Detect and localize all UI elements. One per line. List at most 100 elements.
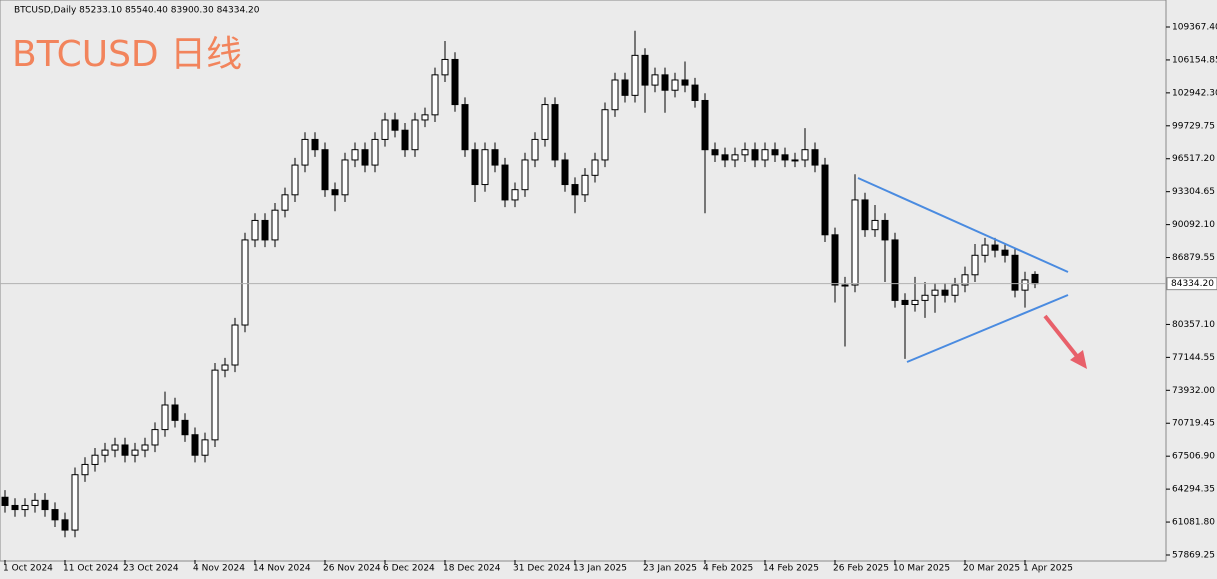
chart-title: BTCUSD 日线 xyxy=(12,34,242,75)
trend-line xyxy=(857,177,1069,273)
candle-body xyxy=(421,114,429,121)
candle-body xyxy=(271,209,279,241)
candle-body xyxy=(801,149,809,161)
candle-body xyxy=(861,199,869,231)
candle-body xyxy=(451,58,459,106)
candle-body xyxy=(31,499,39,506)
candle-body xyxy=(971,254,979,276)
candle-body xyxy=(491,149,499,166)
candle-body xyxy=(921,294,929,301)
last-price-label: 84334.20 xyxy=(1171,279,1214,289)
candle-body xyxy=(251,219,259,241)
candle-body xyxy=(171,404,179,421)
candle-body xyxy=(561,159,569,186)
candle-body xyxy=(41,499,49,511)
y-tick-label: 90092.10 xyxy=(1172,220,1215,230)
y-tick-label: 80357.10 xyxy=(1172,320,1215,330)
candle-body xyxy=(81,463,89,476)
candle-body xyxy=(741,149,749,156)
x-tick-label: 26 Feb 2025 xyxy=(833,564,889,574)
x-tick-label: 1 Oct 2024 xyxy=(3,564,53,574)
x-tick-label: 10 Mar 2025 xyxy=(893,564,950,574)
x-tick-label: 23 Jan 2025 xyxy=(643,564,697,574)
candle-body xyxy=(871,219,879,231)
candle-body xyxy=(241,239,249,326)
y-tick-label: 106154.85 xyxy=(1172,55,1217,65)
candle-body xyxy=(111,444,119,451)
y-tick-label: 77144.55 xyxy=(1172,353,1215,363)
candle-body xyxy=(611,79,619,111)
candle-body xyxy=(771,149,779,156)
arrow xyxy=(1043,314,1082,362)
candle-body xyxy=(261,219,269,241)
candle-body xyxy=(571,184,579,196)
candle-body xyxy=(721,154,729,161)
candle-body xyxy=(851,199,859,286)
candle-body xyxy=(131,449,139,456)
candle-body xyxy=(301,138,309,166)
candle-body xyxy=(191,434,199,456)
candle-body xyxy=(631,54,639,96)
x-tick-label: 14 Nov 2024 xyxy=(253,564,311,574)
candle-body xyxy=(361,149,369,166)
candle-body xyxy=(811,149,819,166)
x-tick-label: 11 Oct 2024 xyxy=(63,564,119,574)
candle-body xyxy=(531,138,539,161)
candle-body xyxy=(211,369,219,441)
x-tick-label: 6 Dec 2024 xyxy=(383,564,435,574)
candle-body xyxy=(521,159,529,191)
candle-body xyxy=(201,439,209,456)
x-tick-label: 31 Dec 2024 xyxy=(513,564,571,574)
candle-body xyxy=(681,79,689,86)
candle-body xyxy=(1031,273,1039,285)
y-tick-label: 99729.75 xyxy=(1172,121,1215,131)
marks xyxy=(0,30,1166,538)
candle-body xyxy=(901,299,909,306)
x-tick-label: 4 Feb 2025 xyxy=(703,564,753,574)
candle-body xyxy=(121,444,129,456)
candle-body xyxy=(951,284,959,296)
candle-body xyxy=(781,154,789,161)
candle-body xyxy=(221,364,229,371)
y-tick-label: 61081.80 xyxy=(1172,518,1215,528)
candle-body xyxy=(651,74,659,86)
candle-body xyxy=(821,164,829,236)
candle-body xyxy=(641,54,649,86)
y-tick-label: 96517.20 xyxy=(1172,154,1215,164)
candle-body xyxy=(1021,279,1029,291)
x-tick-label: 18 Dec 2024 xyxy=(443,564,501,574)
candle-body xyxy=(761,149,769,161)
candle-body xyxy=(71,474,79,531)
candle-body xyxy=(411,119,419,151)
candle-body xyxy=(321,149,329,191)
candle-body xyxy=(331,189,339,196)
candle-body xyxy=(581,174,589,196)
x-tick-label: 20 Mar 2025 xyxy=(963,564,1020,574)
candle-body xyxy=(161,404,169,431)
candle-body xyxy=(941,289,949,296)
candle-body xyxy=(621,79,629,96)
x-tick-label: 26 Nov 2024 xyxy=(323,564,381,574)
last-price-box xyxy=(1166,277,1217,291)
trend-line xyxy=(906,294,1069,363)
candle-body xyxy=(151,429,159,446)
candle-body xyxy=(831,234,839,286)
candle-body xyxy=(701,99,709,151)
candle-body xyxy=(391,119,399,131)
candle-body xyxy=(881,219,889,241)
candle-body xyxy=(1011,254,1019,291)
candle-body xyxy=(371,138,379,166)
arrow-head xyxy=(1070,350,1087,369)
candle-body xyxy=(601,109,609,161)
candle-body xyxy=(911,299,919,306)
candle-body xyxy=(751,149,759,161)
plot-frame xyxy=(0,0,1167,562)
chart-header: BTCUSD,Daily 85233.10 85540.40 83900.30 … xyxy=(14,6,260,16)
candle-body xyxy=(1001,249,1009,256)
candle-body xyxy=(691,84,699,101)
candle-body xyxy=(401,129,409,151)
candle-body xyxy=(511,189,519,201)
candle-body xyxy=(961,274,969,286)
candle-body xyxy=(481,149,489,186)
y-tick-label: 70719.45 xyxy=(1172,419,1215,429)
